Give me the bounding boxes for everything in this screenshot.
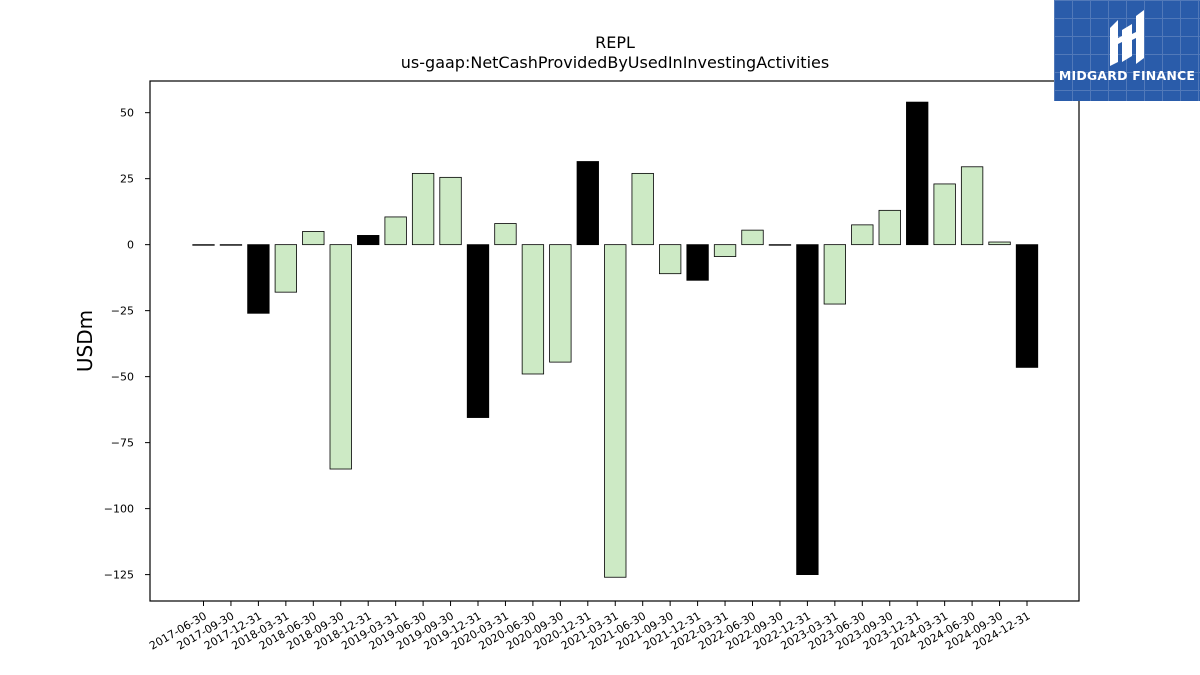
bar-2020-09-30 <box>549 244 572 363</box>
bar-2022-06-30 <box>741 229 764 246</box>
y-tick-label: −100 <box>104 503 134 516</box>
bar-2024-03-31 <box>933 183 956 246</box>
y-tick-label: −50 <box>111 371 134 384</box>
midgard-logo-icon <box>1110 10 1144 66</box>
bar-2021-06-30 <box>631 172 654 246</box>
y-tick-label: −125 <box>104 569 134 582</box>
bar-2017-06-30 <box>192 244 215 246</box>
bar-2022-12-31 <box>796 244 819 576</box>
bar-2019-06-30 <box>411 172 435 246</box>
brand-logo: MIDGARD FINANCE <box>1054 0 1200 101</box>
bar-2019-12-31 <box>466 244 490 418</box>
bar-2020-06-30 <box>521 244 545 375</box>
plot-frame <box>149 80 1080 602</box>
bar-2021-03-31 <box>604 244 627 578</box>
bar-2021-12-31 <box>686 244 709 281</box>
bar-2023-06-30 <box>851 224 874 246</box>
bar-2020-03-31 <box>494 223 517 246</box>
y-tick-label: −25 <box>111 305 134 318</box>
brand-name: MIDGARD FINANCE <box>1058 68 1196 83</box>
y-tick-label: 25 <box>120 173 134 186</box>
bar-2023-03-31 <box>823 244 846 305</box>
bar-2024-12-31 <box>1015 244 1039 368</box>
bar-2024-09-30 <box>988 241 1011 246</box>
bar-2024-06-30 <box>960 166 984 246</box>
bar-2018-12-31 <box>357 235 380 246</box>
y-tick-label: 50 <box>120 107 134 120</box>
bar-2022-09-30 <box>768 244 792 246</box>
chart-subtitle: us-gaap:NetCashProvidedByUsedInInvesting… <box>401 53 829 72</box>
x-axis-ticks: 2017-06-302017-09-302017-12-312018-03-31… <box>147 601 1033 653</box>
bar-2018-09-30 <box>329 244 352 470</box>
bar-2017-09-30 <box>219 244 243 246</box>
y-axis-ticks: 50 25 0 −25 −50 −75 −100 −125 <box>104 107 150 582</box>
bar-2018-03-31 <box>274 244 298 293</box>
y-axis-label: USDm <box>73 310 97 372</box>
y-tick-label: −75 <box>111 437 134 450</box>
bar-2019-09-30 <box>439 176 462 246</box>
bar-2022-03-31 <box>713 244 737 257</box>
y-tick-label: 0 <box>127 239 134 252</box>
bar-2019-03-31 <box>384 216 407 246</box>
bars-group <box>192 101 1039 578</box>
chart-title: REPL <box>595 33 635 52</box>
bar-2021-09-30 <box>659 244 682 275</box>
bar-2020-12-31 <box>576 161 599 246</box>
bar-2023-12-31 <box>906 101 929 246</box>
bar-2017-12-31 <box>247 244 270 314</box>
bar-2018-06-30 <box>302 231 325 246</box>
bar-2023-09-30 <box>878 209 901 246</box>
